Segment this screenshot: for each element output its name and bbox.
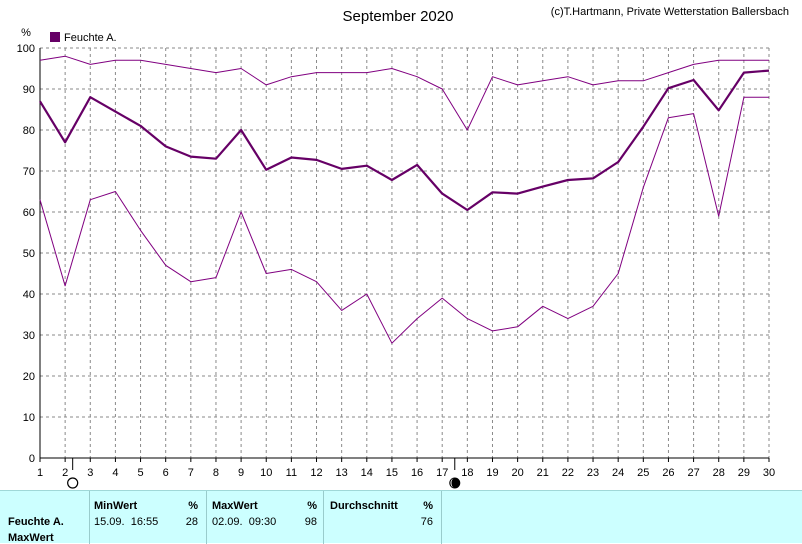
x-tick-label: 19	[486, 467, 498, 479]
x-tick-label: 25	[637, 467, 649, 479]
x-tick-label: 3	[87, 467, 93, 479]
x-tick-label: 20	[511, 467, 523, 479]
x-tick-label: 10	[260, 467, 272, 479]
max-header: MaxWert	[212, 500, 258, 512]
stats-row-label2: MaxWert	[8, 532, 54, 544]
x-tick-label: 15	[386, 467, 398, 479]
series-line-avg	[39, 69, 770, 212]
x-tick-label: 24	[612, 467, 624, 479]
x-tick-label: 2	[62, 467, 68, 479]
legend-swatch	[50, 32, 60, 42]
x-tick-label: 13	[336, 467, 348, 479]
x-tick-label: 7	[188, 467, 194, 479]
x-tick-label: 11	[286, 467, 297, 479]
x-tick-label: 14	[361, 467, 373, 479]
avg-header: Durchschnitt	[330, 500, 398, 512]
x-tick-label: 18	[461, 467, 473, 479]
y-tick-label: 20	[23, 371, 35, 383]
x-tick-label: 9	[238, 467, 244, 479]
y-tick-label: 80	[23, 125, 35, 137]
x-tick-label: 28	[713, 467, 725, 479]
min-header: MinWert	[94, 500, 138, 512]
series-lines	[39, 55, 770, 344]
y-tick-label: 30	[23, 330, 35, 342]
y-tick-label: 60	[23, 207, 35, 219]
full-moon-icon	[67, 477, 79, 489]
stats-row-label: Feuchte A.	[8, 516, 64, 528]
x-tick-label: 29	[738, 467, 750, 479]
stats-min-cell: MinWert % 15.09. 16:55 28	[90, 491, 207, 544]
humidity-chart: September 2020 (c)T.Hartmann, Private We…	[17, 6, 789, 489]
x-tick-label: 27	[687, 467, 699, 479]
grid	[40, 47, 770, 458]
x-tick-label: 21	[537, 467, 549, 479]
y-tick-label: 40	[23, 289, 35, 301]
max-value: 98	[304, 516, 317, 528]
moon-phases	[67, 458, 461, 489]
avg-unit: %	[423, 500, 433, 512]
y-tick-label: 70	[23, 166, 35, 178]
max-datetime: 02.09. 09:30	[212, 516, 277, 528]
x-tick-label: 30	[763, 467, 775, 479]
stats-label-cell: Feuchte A. MaxWert	[0, 491, 90, 544]
legend-label: Feuchte A.	[64, 32, 117, 44]
y-tick-label: 0	[29, 453, 35, 465]
x-tick-label: 17	[436, 467, 448, 479]
max-unit: %	[307, 500, 317, 512]
new-moon-icon	[449, 477, 461, 489]
series-line-max	[39, 55, 769, 131]
x-tick-label: 23	[587, 467, 599, 479]
y-tick-label: 50	[23, 248, 35, 260]
x-tick-label: 16	[411, 467, 423, 479]
x-tick-label: 1	[37, 467, 43, 479]
chart-credit: (c)T.Hartmann, Private Wetterstation Bal…	[551, 6, 789, 18]
stats-avg-cell: Durchschnitt % 76	[324, 491, 442, 544]
x-tick-label: 6	[163, 467, 169, 479]
moon-highlight	[450, 478, 454, 488]
min-datetime: 15.09. 16:55	[94, 516, 159, 528]
y-tick-label: 100	[17, 43, 35, 55]
x-tick-label: 8	[213, 467, 219, 479]
min-value: 28	[185, 516, 198, 528]
x-tick-label: 26	[662, 467, 674, 479]
stats-panel: Feuchte A. MaxWert MinWert % 15.09. 16:5…	[0, 490, 802, 544]
stats-max-cell: MaxWert % 02.09. 09:30 98	[207, 491, 324, 544]
chart-title: September 2020	[343, 8, 454, 25]
series-line-min	[39, 96, 769, 344]
avg-value: 76	[420, 516, 433, 528]
x-tick-label: 5	[137, 467, 143, 479]
x-tick-label: 4	[112, 467, 118, 479]
min-unit: %	[188, 500, 198, 512]
x-tick-label: 22	[562, 467, 574, 479]
y-axis-unit: %	[21, 27, 31, 39]
y-tick-label: 10	[23, 412, 35, 424]
x-tick-label: 12	[310, 467, 322, 479]
y-tick-label: 90	[23, 84, 35, 96]
